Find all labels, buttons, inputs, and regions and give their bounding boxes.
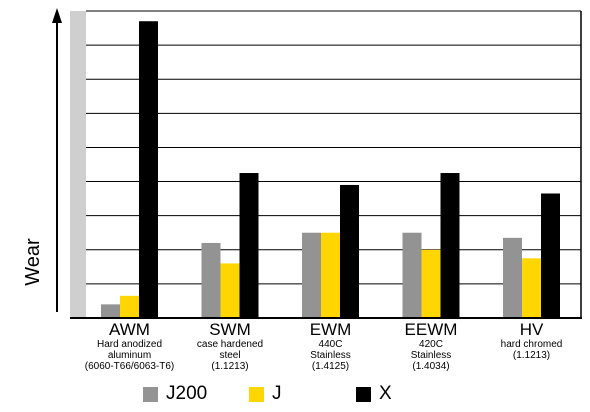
y-axis-arrow-head xyxy=(52,8,62,23)
bar-j200-eewm xyxy=(403,233,422,318)
bar-j-ewm xyxy=(321,233,340,318)
legend-item-j200: J200 xyxy=(143,384,207,404)
bars xyxy=(101,21,560,318)
bar-x-awm xyxy=(139,21,158,318)
bar-j200-swm xyxy=(202,243,221,318)
legend-label: X xyxy=(379,384,392,404)
bar-j200-hv xyxy=(503,238,522,318)
legend-swatch xyxy=(143,387,158,402)
y-axis-label: Wear xyxy=(22,232,46,292)
bar-j-swm xyxy=(221,263,240,318)
legend-label: J200 xyxy=(166,384,207,404)
category-label: HV xyxy=(473,321,590,338)
bar-j-eewm xyxy=(422,250,441,318)
plot-left-band xyxy=(70,11,86,318)
legend-swatch xyxy=(356,387,371,402)
bar-x-swm xyxy=(240,173,259,318)
bar-j-awm xyxy=(120,296,139,318)
legend-item-j: J xyxy=(249,384,282,404)
bar-x-hv xyxy=(541,193,560,318)
category-description: hard chromed (1.1213) xyxy=(473,339,590,361)
legend-item-x: X xyxy=(356,384,392,404)
bar-j200-awm xyxy=(101,304,120,318)
legend-swatch xyxy=(249,387,264,402)
bar-x-eewm xyxy=(441,173,460,318)
bar-j-hv xyxy=(522,258,541,318)
legend-label: J xyxy=(272,384,282,404)
bar-x-ewm xyxy=(340,185,359,318)
bar-j200-ewm xyxy=(302,233,321,318)
